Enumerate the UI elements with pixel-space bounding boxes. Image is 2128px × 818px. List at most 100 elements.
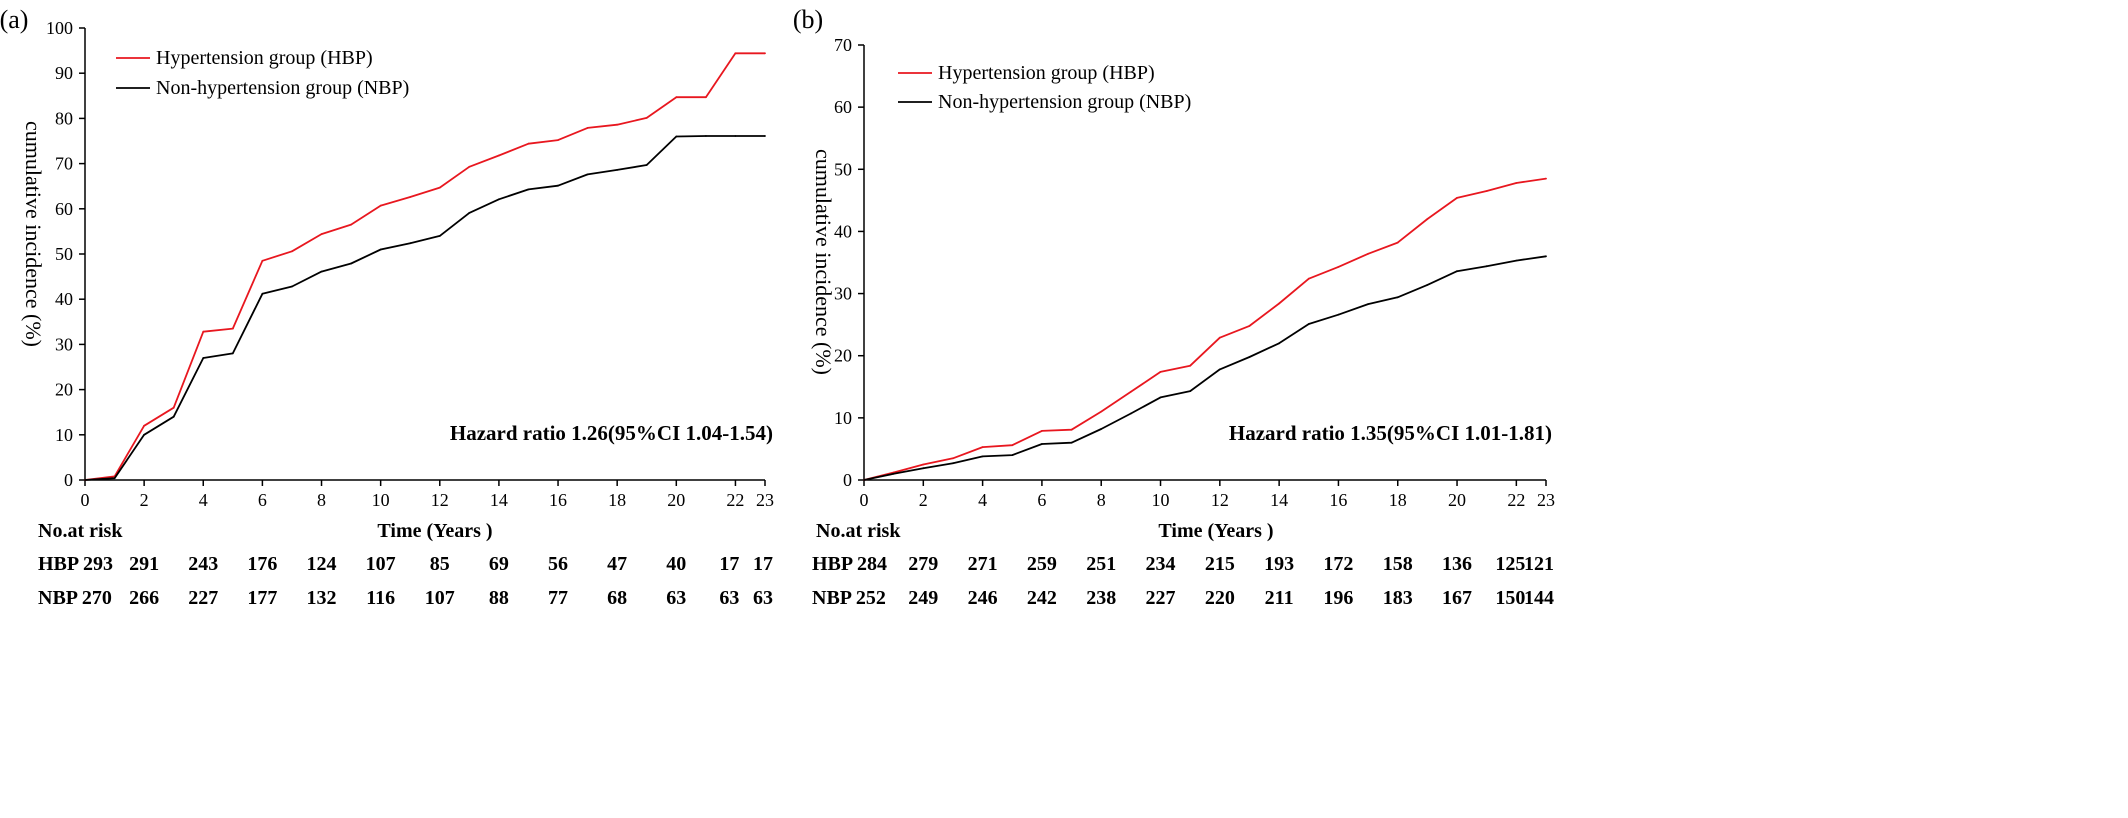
x-tick-label: 4 [199, 490, 208, 510]
x-tick-label: 8 [1097, 490, 1106, 510]
x-tick-label: 22 [726, 490, 744, 510]
legend-label-nbp: Non-hypertension group (NBP) [938, 91, 1191, 113]
y-tick-label: 60 [55, 199, 73, 219]
data-point-hbp [1218, 336, 1221, 339]
x-tick-label: 23 [1537, 490, 1555, 510]
data-point-hbp [616, 123, 619, 126]
data-point-nbp [261, 292, 264, 295]
data-point-nbp [1545, 255, 1547, 258]
data-point-hbp [231, 327, 234, 330]
x-tick-label: 6 [258, 490, 267, 510]
data-point-nbp [675, 135, 678, 138]
y-tick-label: 40 [55, 289, 73, 309]
risk-count: 125 [1495, 553, 1525, 575]
data-point-hbp [1515, 182, 1518, 184]
data-point-hbp [350, 223, 352, 226]
risk-count: 132 [307, 587, 337, 609]
data-point-nbp [527, 188, 530, 191]
data-point-hbp [645, 117, 648, 119]
y-tick-label: 10 [55, 425, 73, 445]
data-point-nbp [1337, 313, 1340, 316]
data-point-nbp [1456, 270, 1458, 273]
data-point-nbp [1248, 356, 1251, 358]
risk-count: 211 [1265, 587, 1294, 609]
y-tick-label: 0 [843, 470, 852, 490]
data-point-hbp [557, 139, 559, 142]
risk-row-label: NBP 270 [38, 587, 112, 609]
y-tick-label: 20 [834, 346, 852, 366]
data-point-nbp [1367, 303, 1369, 305]
series-line-nbp [863, 255, 1547, 481]
risk-count: 68 [607, 587, 627, 609]
panel-label: (b) [793, 5, 823, 34]
y-tick-label: 70 [55, 154, 73, 174]
risk-count: 238 [1086, 587, 1116, 609]
data-point-nbp [409, 242, 412, 245]
legend-label-hbp: Hypertension group (HBP) [938, 62, 1155, 84]
risk-count: 220 [1205, 587, 1235, 609]
data-point-hbp [172, 406, 175, 409]
risk-count: 271 [968, 553, 998, 575]
risk-count: 196 [1323, 587, 1353, 609]
data-point-nbp [379, 248, 382, 251]
data-point-hbp [379, 204, 382, 207]
data-point-hbp [675, 96, 678, 99]
data-point-hbp [1159, 371, 1162, 373]
x-tick-label: 2 [919, 490, 928, 510]
data-point-hbp [1545, 177, 1547, 180]
risk-count: 107 [366, 553, 396, 575]
data-point-hbp [1396, 241, 1399, 244]
risk-count: 183 [1383, 587, 1413, 609]
data-point-nbp [291, 285, 293, 288]
x-tick-label: 20 [1448, 490, 1466, 510]
risk-row-label: HBP 284 [812, 553, 887, 575]
x-tick-label: 10 [1152, 490, 1170, 510]
data-point-nbp [1011, 454, 1014, 456]
risk-count: 88 [489, 587, 509, 609]
hazard-ratio-annotation: Hazard ratio 1.26(95%CI 1.04-1.54) [450, 421, 773, 445]
series-line-nbp [84, 135, 765, 481]
data-point-nbp [143, 433, 146, 436]
risk-count: 242 [1027, 587, 1057, 609]
data-point-hbp [922, 463, 925, 466]
data-point-hbp [705, 96, 707, 99]
data-point-hbp [764, 52, 766, 55]
data-point-nbp [863, 479, 865, 481]
risk-count: 144 [1524, 587, 1554, 609]
y-tick-label: 50 [55, 244, 73, 264]
data-point-nbp [1426, 284, 1429, 286]
y-tick-label: 70 [834, 35, 852, 55]
data-point-nbp [113, 477, 116, 480]
y-tick-label: 80 [55, 108, 73, 128]
data-point-nbp [350, 262, 352, 265]
data-point-hbp [438, 186, 441, 189]
x-tick-label: 20 [667, 490, 685, 510]
x-tick-label: 12 [1211, 490, 1229, 510]
x-tick-label: 6 [1037, 490, 1046, 510]
risk-count: 124 [307, 553, 337, 575]
risk-count: 215 [1205, 553, 1235, 575]
risk-count: 85 [430, 553, 450, 575]
data-point-nbp [1485, 265, 1488, 268]
data-point-nbp [764, 135, 766, 137]
risk-count: 136 [1442, 553, 1472, 575]
y-tick-label: 40 [834, 221, 852, 241]
data-point-hbp [202, 330, 205, 333]
data-point-hbp [1278, 302, 1280, 305]
x-tick-label: 14 [1270, 490, 1288, 510]
data-point-nbp [1159, 396, 1162, 399]
x-tick-label: 4 [978, 490, 987, 510]
data-point-nbp [498, 198, 500, 201]
data-point-hbp [1070, 428, 1073, 431]
series-line-hbp [84, 52, 765, 481]
x-tick-label: 0 [860, 490, 869, 510]
y-tick-label: 60 [834, 97, 852, 117]
y-tick-label: 30 [834, 284, 852, 304]
y-axis-label: cumulative incidence (%) [21, 121, 46, 347]
data-point-nbp [1515, 259, 1518, 262]
data-point-nbp [1218, 368, 1221, 371]
data-point-hbp [1456, 197, 1458, 199]
x-axis-label: Time (Years ) [1158, 520, 1273, 542]
hazard-ratio-annotation: Hazard ratio 1.35(95%CI 1.01-1.81) [1229, 421, 1552, 445]
